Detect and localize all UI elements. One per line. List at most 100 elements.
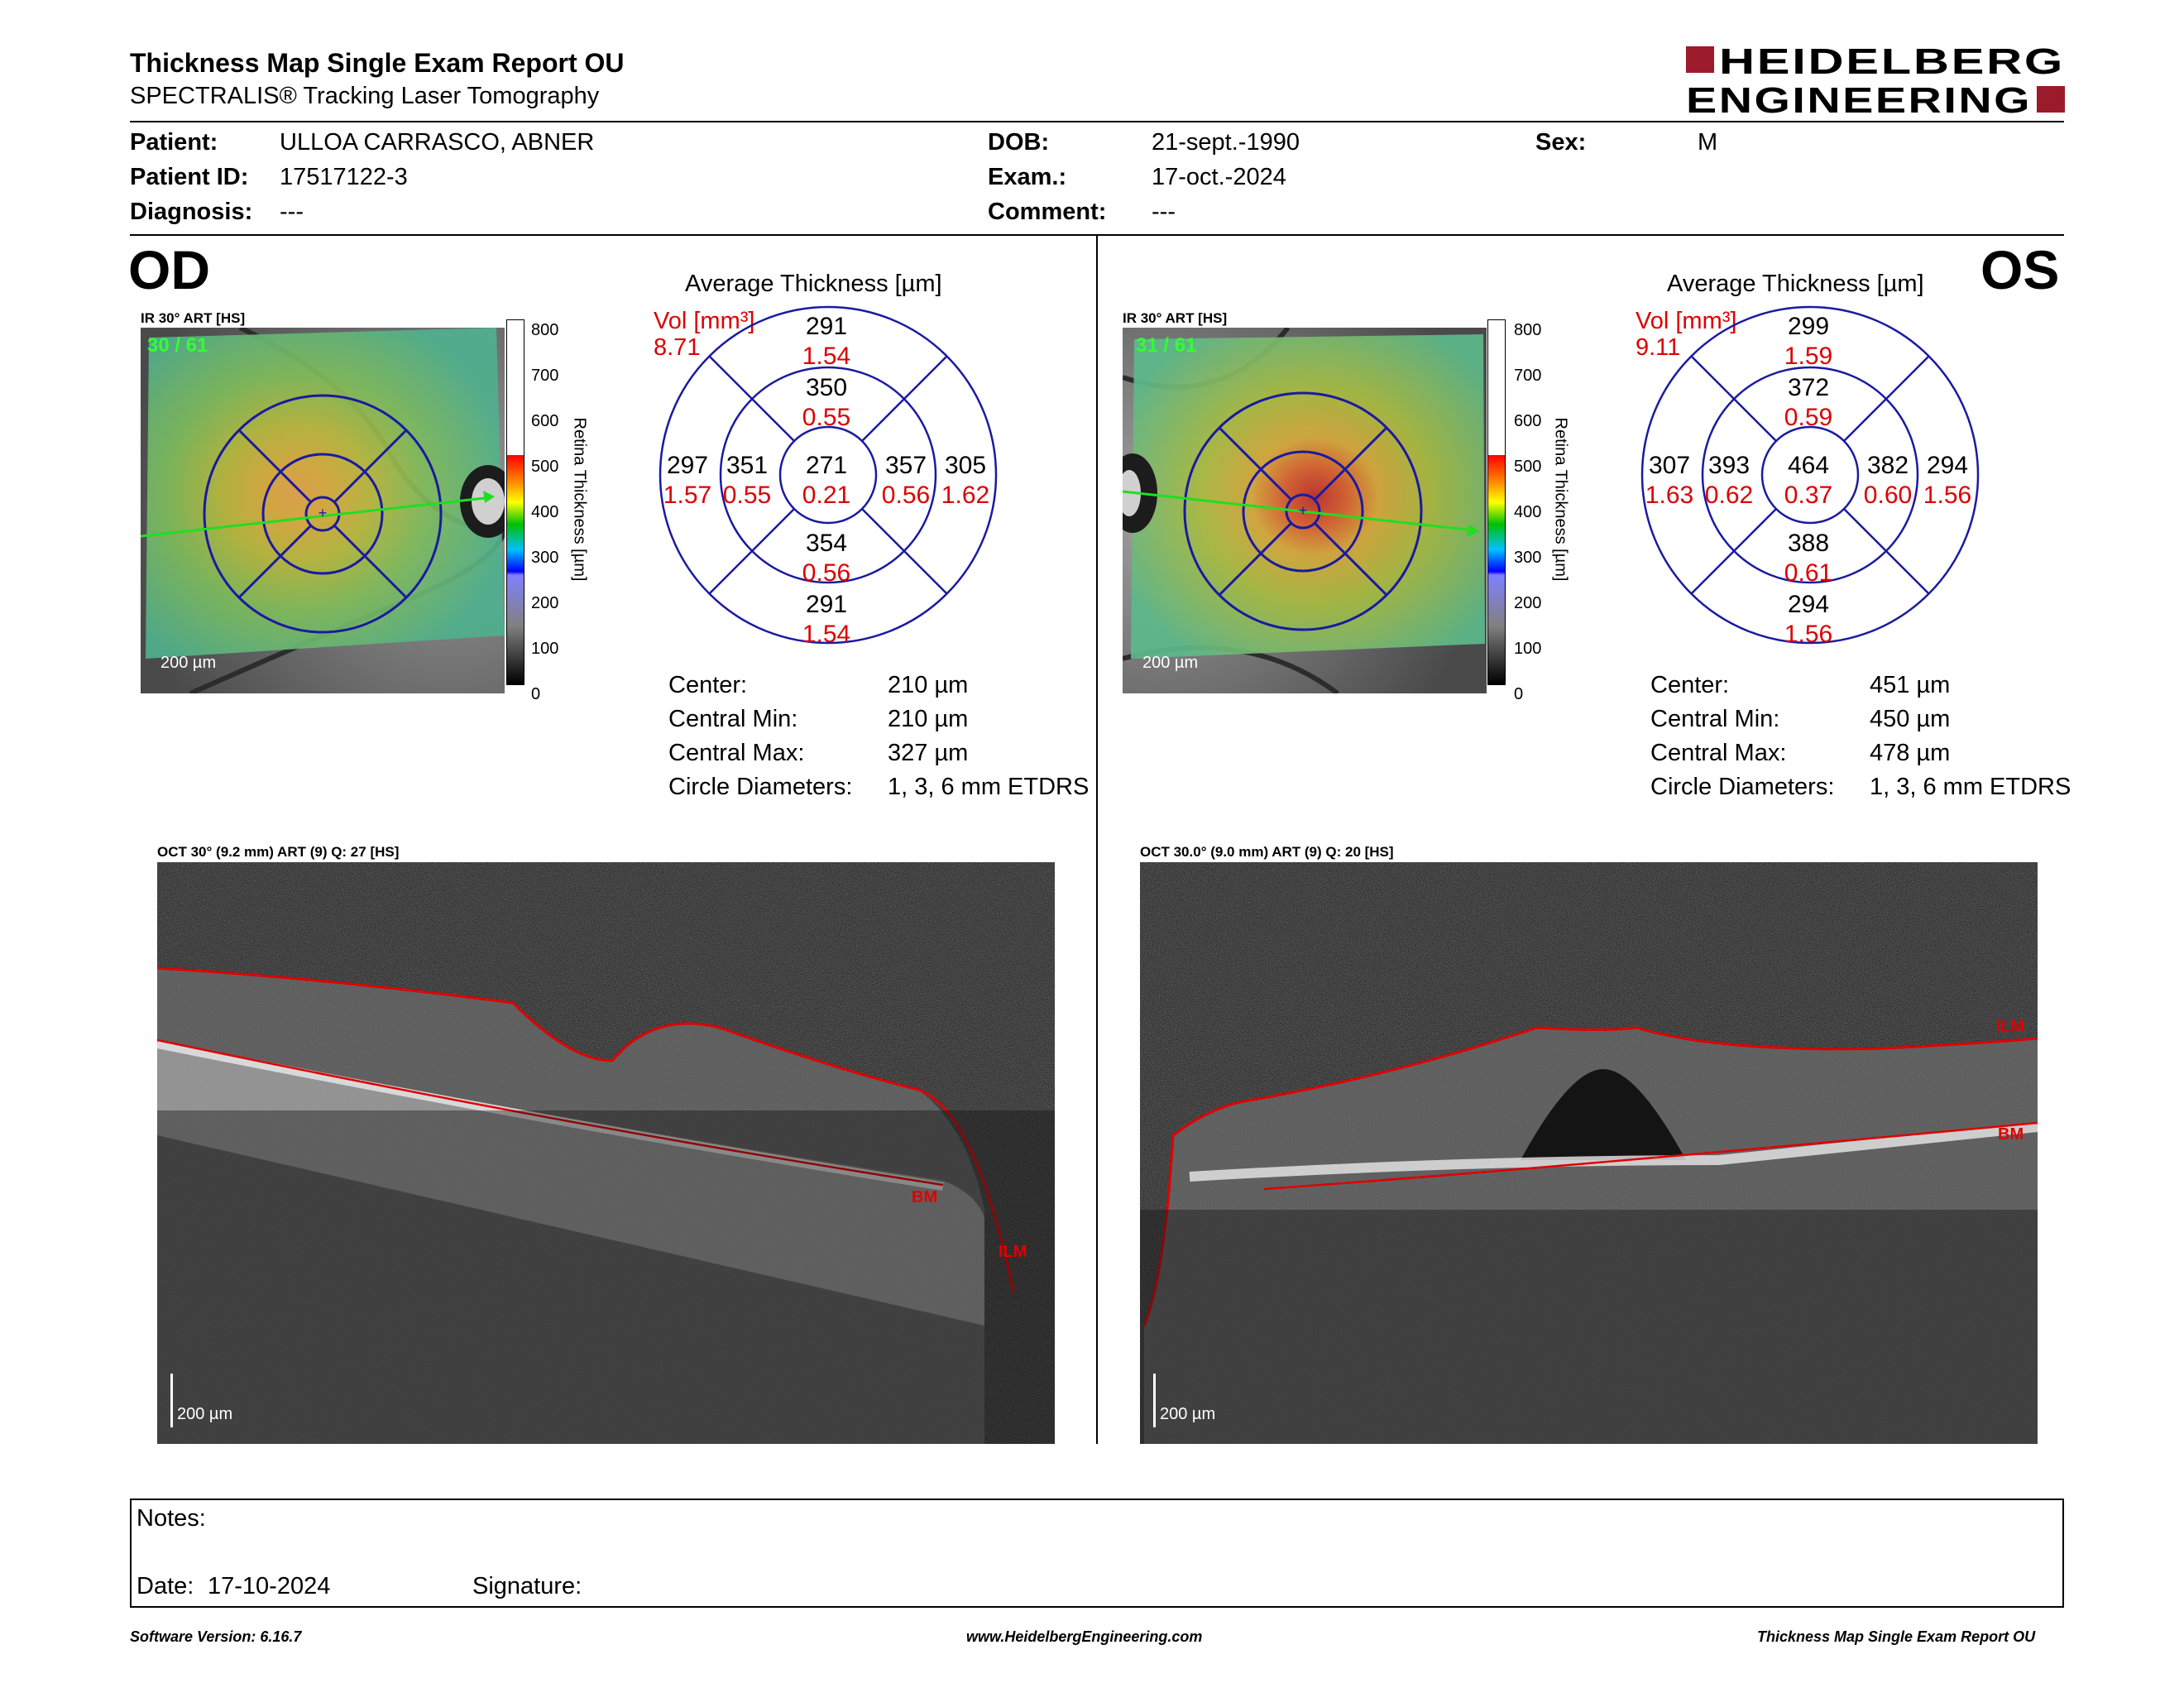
od-etdrs-grid: 291 1.54 350 0.55 271 0.21 351 0.55 357 … [658, 305, 999, 648]
patient-id: 17517122-3 [280, 164, 408, 190]
od-outer-sup-volume: 1.54 [802, 343, 850, 370]
od-inner-inf-volume: 0.56 [802, 559, 850, 587]
report-subtitle: SPECTRALIS® Tracking Laser Tomography [130, 83, 600, 109]
od-inner-inf-thickness: 354 [806, 530, 847, 557]
exam-label: Exam.: [988, 164, 1067, 190]
svg-text:+: + [1299, 502, 1308, 519]
os-colorbar [1487, 319, 1506, 685]
os-outer-nas-thickness: 307 [1649, 452, 1690, 479]
os-inner-temp-volume: 0.60 [1864, 482, 1912, 509]
od-inner-sup-thickness: 350 [806, 374, 847, 401]
os-outer-sup-volume: 1.59 [1784, 343, 1832, 370]
od-tick-6: 200 [531, 594, 559, 612]
od-tick-8: 0 [531, 685, 541, 703]
os-center-value: 451 µm [1870, 672, 1951, 698]
od-center-label: Center: [668, 672, 748, 698]
diagnosis-value: --- [280, 199, 304, 225]
heidelberg-logo: HEIDELBERG ENGINEERING [1686, 41, 2067, 121]
exam-value: 17-oct.-2024 [1152, 164, 1286, 190]
website-link[interactable]: www.HeidelbergEngineering.com [966, 1628, 1203, 1645]
od-outer-inf-thickness: 291 [806, 591, 847, 618]
od-tick-7: 100 [531, 640, 559, 658]
svg-text:+: + [318, 505, 328, 521]
report-title: Thickness Map Single Exam Report OU [130, 48, 625, 78]
od-outer-sup-thickness: 291 [806, 313, 847, 340]
date-value: 17-10-2024 [208, 1573, 331, 1599]
od-tick-3: 500 [531, 458, 559, 476]
od-inner-nas-volume: 0.55 [723, 482, 771, 509]
footer-report-name: Thickness Map Single Exam Report OU [1757, 1628, 2036, 1645]
od-ilm-marker: ILM [999, 1243, 1027, 1261]
od-avg-title: Average Thickness [µm] [685, 271, 942, 297]
os-center-volume: 0.37 [1784, 482, 1832, 509]
os-tick-5: 300 [1514, 549, 1542, 567]
os-oct-scale: 200 µm [1160, 1405, 1216, 1423]
od-center-volume: 0.21 [802, 482, 850, 509]
od-inner-temp-thickness: 357 [885, 452, 927, 479]
od-fundus-thickness-map: + 30 / 61 200 µm [140, 325, 516, 696]
software-version: Software Version: 6.16.7 [130, 1628, 302, 1645]
os-inner-nas-volume: 0.62 [1705, 482, 1753, 509]
od-bm-marker: BM [912, 1188, 938, 1206]
os-inner-sup-volume: 0.59 [1784, 404, 1832, 431]
logo-graphic: HEIDELBERG ENGINEERING [1686, 41, 2065, 121]
os-inner-sup-thickness: 372 [1788, 374, 1829, 401]
os-outer-sup-thickness: 299 [1788, 313, 1829, 340]
od-oct-scale: 200 µm [177, 1405, 233, 1423]
os-tick-8: 0 [1514, 685, 1524, 703]
os-vol-label: Vol [mm³] [1636, 308, 1737, 334]
os-vol-value: 9.11 [1636, 334, 1681, 361]
os-oct-bscan: ILM BM 200 µm [1140, 862, 2038, 1444]
notes-label: Notes: [136, 1505, 206, 1532]
od-center-thickness: 271 [806, 452, 847, 479]
os-tick-2: 600 [1514, 412, 1542, 430]
os-inner-temp-thickness: 382 [1867, 452, 1909, 479]
os-fundus-thickness-map: + 31 / 61 200 µm [1108, 326, 1487, 696]
center-divider [1096, 236, 1098, 1444]
comment-value: --- [1152, 199, 1176, 225]
patient-id-label: Patient ID: [130, 164, 249, 190]
od-tick-5: 300 [531, 549, 559, 567]
notes-box[interactable]: Notes: Date: 17-10-2024 Signature: [130, 1499, 2064, 1608]
os-tick-6: 200 [1514, 594, 1542, 612]
od-outer-temp-thickness: 305 [945, 452, 986, 479]
od-vol-value: 8.71 [654, 334, 701, 361]
od-eye-label: OD [128, 239, 210, 300]
od-cmax-label: Central Max: [668, 740, 805, 766]
os-cmax-label: Central Max: [1650, 740, 1787, 766]
os-oct-label: OCT 30.0° (9.0 mm) ART (9) Q: 20 [HS] [1140, 844, 1394, 860]
od-inner-temp-volume: 0.56 [882, 482, 930, 509]
os-inner-inf-volume: 0.61 [1784, 559, 1832, 587]
os-colorbar-ticks: 800 700 600 500 400 300 200 100 0 [1514, 308, 1541, 717]
comment-label: Comment: [988, 199, 1107, 225]
os-inner-inf-thickness: 388 [1788, 530, 1829, 557]
os-ilm-marker: ILM [1996, 1018, 2025, 1036]
od-inner-nas-thickness: 351 [726, 452, 768, 479]
od-ir-label: IR 30° ART [HS] [141, 310, 246, 326]
sex-value: M [1698, 129, 1718, 156]
os-bm-marker: BM [1998, 1125, 2024, 1144]
os-stats: Center: 451 µm Central Min: 450 µm Central… [1650, 669, 2071, 804]
os-diam-value: 1, 3, 6 mm ETDRS [1870, 774, 2071, 800]
od-tick-2: 600 [531, 412, 559, 430]
os-center-label: Center: [1650, 672, 1730, 698]
logo-line1: HEIDELBERG [1719, 43, 2065, 82]
od-colorbar [506, 319, 524, 685]
os-cmax-value: 478 µm [1870, 740, 1951, 766]
os-cmin-value: 450 µm [1870, 706, 1951, 732]
os-frame-counter: 31 / 61 [1136, 334, 1197, 357]
od-oct-scale-bar [170, 1374, 173, 1427]
os-etdrs-grid: 299 1.59 372 0.59 464 0.37 393 0.62 382 … [1640, 305, 1980, 648]
patient-name: ULLOA CARRASCO, ABNER [280, 129, 595, 156]
patient-label: Patient: [130, 129, 218, 156]
os-eye-label: OS [1980, 239, 2060, 300]
od-fundus-scale: 200 µm [160, 654, 217, 672]
od-diam-value: 1, 3, 6 mm ETDRS [888, 774, 1090, 800]
os-tick-4: 400 [1514, 503, 1542, 521]
od-oct-bscan: BM ILM 200 µm [157, 862, 1055, 1444]
dob-value: 21-sept.-1990 [1152, 129, 1300, 156]
os-fundus-scale: 200 µm [1142, 654, 1199, 672]
os-diam-label: Circle Diameters: [1650, 774, 1835, 800]
od-cmin-value: 210 µm [888, 706, 969, 732]
od-inner-sup-volume: 0.55 [802, 404, 850, 431]
